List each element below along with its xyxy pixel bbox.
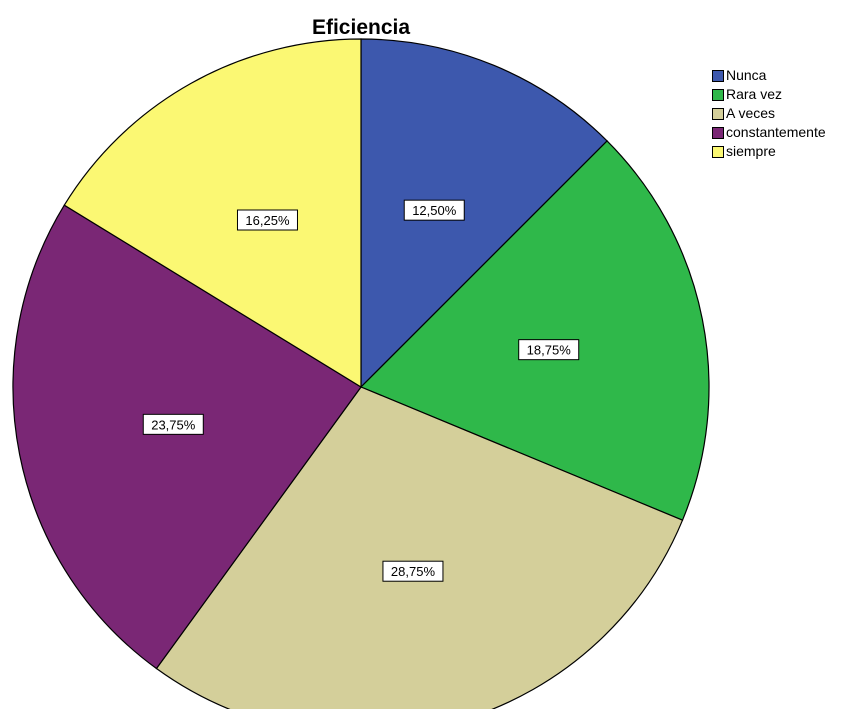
legend-swatch (712, 126, 724, 139)
legend-swatch (712, 107, 724, 120)
slice-label-box (403, 199, 465, 221)
slice-label-text: 28,75% (391, 564, 436, 579)
slice-label: 18,75% (518, 339, 580, 361)
slice-label-box (142, 413, 204, 435)
slice-label-text: 12,50% (412, 203, 457, 218)
legend-item: Nunca (712, 66, 826, 85)
pie-slices (12, 38, 710, 709)
slice-label-text: 23,75% (151, 417, 196, 432)
legend-label: siempre (726, 143, 776, 159)
slice-label-text: 16,25% (245, 213, 290, 228)
legend-item: A veces (712, 104, 826, 123)
legend-swatch (712, 88, 724, 101)
slice-label-box (518, 339, 580, 361)
chart-title: Eficiencia (311, 16, 411, 39)
legend-label: Nunca (726, 67, 767, 83)
legend-item: siempre (712, 142, 826, 161)
legend-label: A veces (726, 105, 776, 121)
legend-label: constantemente (726, 124, 826, 140)
slice-label: 12,50% (403, 199, 465, 221)
pie-slice-siempre (63, 38, 362, 389)
legend-swatch (712, 69, 724, 82)
slice-label: 23,75% (142, 413, 204, 435)
legend-label: Rara vez (726, 86, 783, 102)
slice-labels: 12,50% 18,75% 28,75% 23,75% 16,25% (142, 199, 580, 582)
pie-slice-rara-vez (359, 140, 710, 521)
slice-label-box (236, 209, 298, 231)
legend-item: constantemente (712, 123, 826, 142)
legend: Nunca Rara vez A veces constantemente siempr… (712, 66, 826, 161)
pie-slice-constantemente (12, 204, 362, 670)
legend-item: Rara vez (712, 85, 826, 104)
slice-label-box (382, 560, 444, 582)
slice-label: 28,75% (382, 560, 444, 582)
slice-label-text: 18,75% (527, 343, 572, 358)
pie-slice-a-veces (155, 386, 684, 709)
legend-swatch (712, 145, 724, 158)
pie-slice-nunca (360, 38, 608, 389)
slice-label: 16,25% (236, 209, 298, 231)
